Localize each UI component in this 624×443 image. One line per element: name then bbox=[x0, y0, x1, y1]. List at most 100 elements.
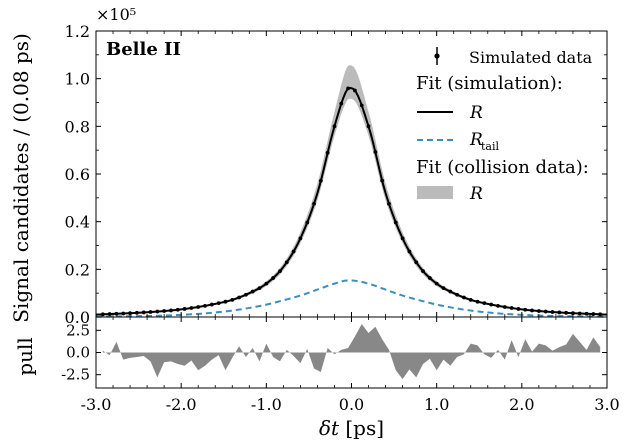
main-y-tick-label: 0.8 bbox=[65, 117, 90, 136]
sim-data-point bbox=[427, 276, 432, 280]
line-fit-sim-R bbox=[95, 86, 608, 316]
x-tick-label: 0.0 bbox=[339, 395, 364, 414]
sim-data-point bbox=[209, 302, 214, 307]
y-scale-multiplier: ×10⁵ bbox=[96, 5, 136, 24]
sim-data-point bbox=[543, 309, 548, 314]
sim-data-point bbox=[237, 295, 241, 300]
pull-area bbox=[102, 324, 601, 380]
legend-header-fit-sim: Fit (simulation): bbox=[416, 73, 563, 94]
legend-header-fit-collision: Fit (collision data): bbox=[416, 157, 589, 178]
sim-data-point bbox=[502, 305, 507, 309]
sim-data-point bbox=[121, 311, 126, 316]
sim-data-point bbox=[400, 236, 405, 241]
sim-data-point bbox=[414, 260, 419, 265]
sim-data-point bbox=[448, 289, 453, 294]
sim-data-point bbox=[175, 307, 180, 312]
main-y-tick-label: 0.6 bbox=[65, 165, 90, 184]
x-axis-label-symbol: δt bbox=[319, 416, 340, 440]
sim-data-point bbox=[516, 307, 521, 311]
pull-y-tick-label: 0.0 bbox=[66, 344, 90, 362]
sim-data-point bbox=[291, 249, 296, 254]
main-y-tick-label: 0.4 bbox=[65, 213, 90, 232]
sim-data-point bbox=[284, 260, 289, 265]
sim-data-point bbox=[421, 269, 425, 274]
sim-data-point bbox=[462, 295, 466, 300]
sim-data-point bbox=[271, 276, 276, 280]
legend: Simulated data Fit (simulation): R R tai… bbox=[416, 47, 593, 204]
main-y-tick-label: 0.2 bbox=[65, 260, 90, 279]
sim-data-point bbox=[509, 306, 514, 310]
sim-data-point bbox=[298, 236, 303, 241]
legend-label-sim-data: Simulated data bbox=[469, 48, 593, 67]
sim-data-point bbox=[148, 310, 153, 314]
sim-data-point bbox=[128, 311, 132, 316]
sim-data-point bbox=[305, 220, 310, 225]
sim-data-point bbox=[278, 269, 282, 274]
legend-marker-sim-data bbox=[434, 47, 440, 65]
sim-data-point bbox=[114, 311, 119, 316]
main-panel: 0.0 0.2 0.4 0.6 0.8 1.0 1.2 ×10⁵ Signal candid… bbox=[9, 5, 608, 327]
sim-data-point bbox=[182, 307, 187, 311]
sim-data-point bbox=[434, 281, 439, 286]
sim-data-point bbox=[598, 312, 603, 317]
sim-data-point bbox=[523, 307, 528, 312]
sim-data-point bbox=[134, 310, 139, 315]
sim-data-point bbox=[489, 302, 494, 307]
sim-data-point bbox=[107, 312, 112, 316]
x-tick-label: -2.0 bbox=[166, 395, 197, 414]
sim-data-point bbox=[482, 301, 487, 306]
band-fit-collision-R bbox=[96, 65, 607, 316]
pull-y-ticks: 2.5 0.0 -2.5 bbox=[61, 321, 607, 384]
sim-data-point bbox=[387, 201, 391, 206]
sim-data-point bbox=[257, 286, 262, 290]
sim-data-point bbox=[591, 312, 596, 316]
sim-data-point bbox=[359, 103, 364, 108]
sim-data-point bbox=[584, 311, 589, 316]
legend-label-fit-sim-tail: R bbox=[469, 130, 483, 150]
sim-data-point bbox=[353, 88, 357, 93]
sim-data-point bbox=[312, 201, 316, 206]
sim-data-point bbox=[455, 292, 460, 297]
x-ticks: -3.0 -2.0 -1.0 0.0 1.0 2.0 3.0 bbox=[81, 31, 620, 414]
x-tick-label: 1.0 bbox=[424, 395, 449, 414]
x-tick-label: 2.0 bbox=[509, 395, 534, 414]
x-axis-label-unit: [ps] bbox=[339, 416, 384, 440]
sim-data-point bbox=[468, 297, 473, 302]
legend-label-fit-sim-R: R bbox=[469, 103, 483, 123]
y-axis-label: Signal candidates / (0.08 ps) bbox=[9, 33, 33, 323]
sim-data-point bbox=[243, 292, 248, 297]
sim-data-point bbox=[557, 310, 562, 315]
x-tick-label: -3.0 bbox=[81, 395, 112, 414]
main-y-ticks: 0.0 0.2 0.4 0.6 0.8 1.0 1.2 bbox=[65, 22, 607, 327]
sim-data-point bbox=[380, 178, 385, 183]
sim-data-point bbox=[189, 306, 194, 310]
sim-data-point bbox=[577, 311, 582, 316]
sim-data-point bbox=[250, 289, 255, 294]
experiment-label: Belle II bbox=[106, 39, 181, 60]
sim-data-point bbox=[475, 299, 480, 304]
sim-data-point bbox=[536, 309, 541, 313]
legend-label-fit-collision-R: R bbox=[469, 184, 483, 204]
sim-data-point bbox=[530, 308, 534, 313]
sim-data-point bbox=[571, 311, 575, 316]
sim-data-point bbox=[366, 124, 371, 129]
simulated-data-points bbox=[100, 86, 603, 317]
pull-fill bbox=[102, 324, 601, 380]
sim-data-point bbox=[332, 124, 337, 129]
sim-data-point bbox=[141, 310, 146, 315]
sim-data-point bbox=[346, 86, 350, 91]
sim-data-point bbox=[393, 220, 398, 225]
sim-data-point bbox=[230, 297, 235, 302]
legend-swatch-fit-collision-R bbox=[417, 186, 453, 199]
sim-data-point bbox=[169, 308, 173, 313]
pull-panel: 2.5 0.0 -2.5 pull bbox=[13, 316, 608, 389]
sim-data-point bbox=[564, 310, 569, 315]
x-axis-label: δt [ps] bbox=[319, 416, 384, 440]
sim-data-point bbox=[407, 249, 412, 254]
x-tick-label: 3.0 bbox=[594, 395, 619, 414]
sim-data-point bbox=[223, 299, 228, 304]
main-y-tick-label: 1.0 bbox=[65, 70, 90, 89]
sim-data-point bbox=[325, 150, 330, 155]
collision-fit-band-layer bbox=[96, 65, 607, 316]
